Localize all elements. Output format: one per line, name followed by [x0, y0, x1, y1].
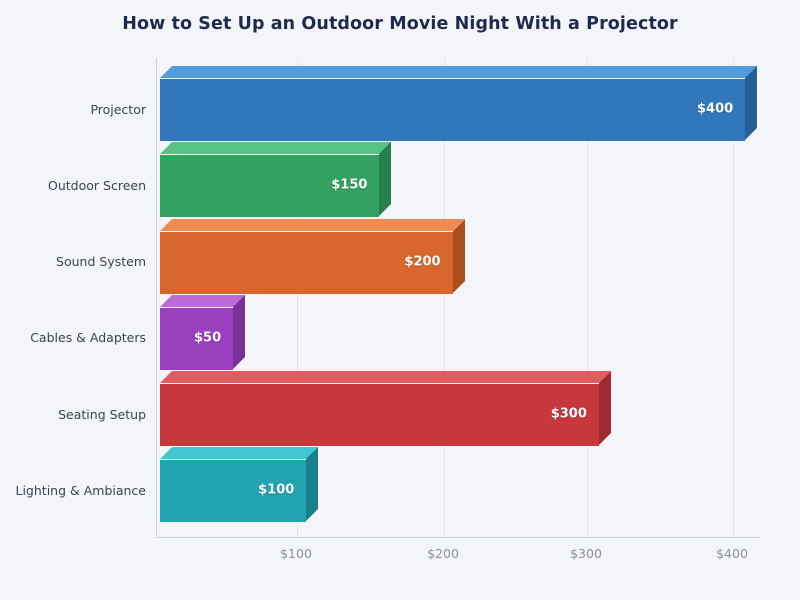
ytick-label: Outdoor Screen	[48, 178, 146, 193]
gridline-x-300	[587, 58, 588, 537]
bar-value-label: $200	[404, 254, 441, 270]
bar-side-face	[379, 142, 392, 216]
ytick-label: Sound System	[56, 254, 146, 269]
xtick-label-400: $400	[716, 546, 748, 561]
ytick-seating-setup: Seating Setup	[0, 407, 146, 423]
bar-value-label: $100	[258, 482, 295, 498]
bar-lighting-ambiance[interactable]: $100	[160, 447, 319, 522]
bar-top-face	[160, 371, 611, 383]
bar-front-face	[160, 154, 380, 217]
bar-top-face	[160, 447, 319, 459]
bar-side-face	[452, 219, 465, 293]
xtick-label-100: $100	[280, 546, 312, 561]
bar-value-label: $300	[550, 406, 587, 422]
bar-front-face	[160, 78, 746, 141]
bar-value-label: $400	[697, 101, 734, 117]
bar-projector[interactable]: $400	[160, 66, 758, 141]
gridline-x-400	[733, 58, 734, 537]
bar-top-face	[160, 219, 465, 231]
chart-title: How to Set Up an Outdoor Movie Night Wit…	[122, 14, 678, 34]
bar-front-face	[160, 383, 599, 446]
bar-value-label: $50	[194, 330, 222, 346]
ytick-projector: Projector	[0, 102, 146, 118]
ytick-label: Projector	[90, 102, 146, 117]
bar-side-face	[233, 295, 246, 369]
bar-front-face	[160, 459, 307, 522]
bar-top-face	[160, 295, 246, 307]
bar-side-face	[745, 66, 758, 140]
bar-seating-setup[interactable]: $300	[160, 371, 611, 446]
bar-value-label: $150	[331, 177, 368, 193]
ytick-lighting-ambiance: Lighting & Ambiance	[0, 483, 147, 499]
ytick-cables-adapters: Cables & Adapters	[0, 330, 146, 346]
ytick-sound-system: Sound System	[0, 254, 146, 270]
bar-sound-system[interactable]: $200	[160, 219, 465, 294]
bar-front-face	[160, 307, 234, 370]
ytick-outdoor-screen: Outdoor Screen	[0, 178, 146, 194]
ytick-label: Cables & Adapters	[30, 330, 146, 345]
ytick-label: Seating Setup	[58, 407, 146, 422]
bar-side-face	[306, 447, 319, 521]
ytick-label: Lighting & Ambiance	[15, 483, 147, 498]
bar-side-face	[598, 371, 611, 445]
bar-top-face	[160, 142, 392, 154]
gridline-x-100	[297, 58, 298, 537]
xtick-label-200: $200	[427, 546, 459, 561]
bar-outdoor-screen[interactable]: $150	[160, 142, 392, 217]
gridline-x-200	[444, 58, 445, 537]
bar-cables-adapters[interactable]: $50	[160, 295, 246, 370]
xtick-label-300: $300	[570, 546, 602, 561]
plot-area	[156, 58, 760, 538]
bar-top-face	[160, 66, 758, 78]
bar-front-face	[160, 231, 453, 294]
